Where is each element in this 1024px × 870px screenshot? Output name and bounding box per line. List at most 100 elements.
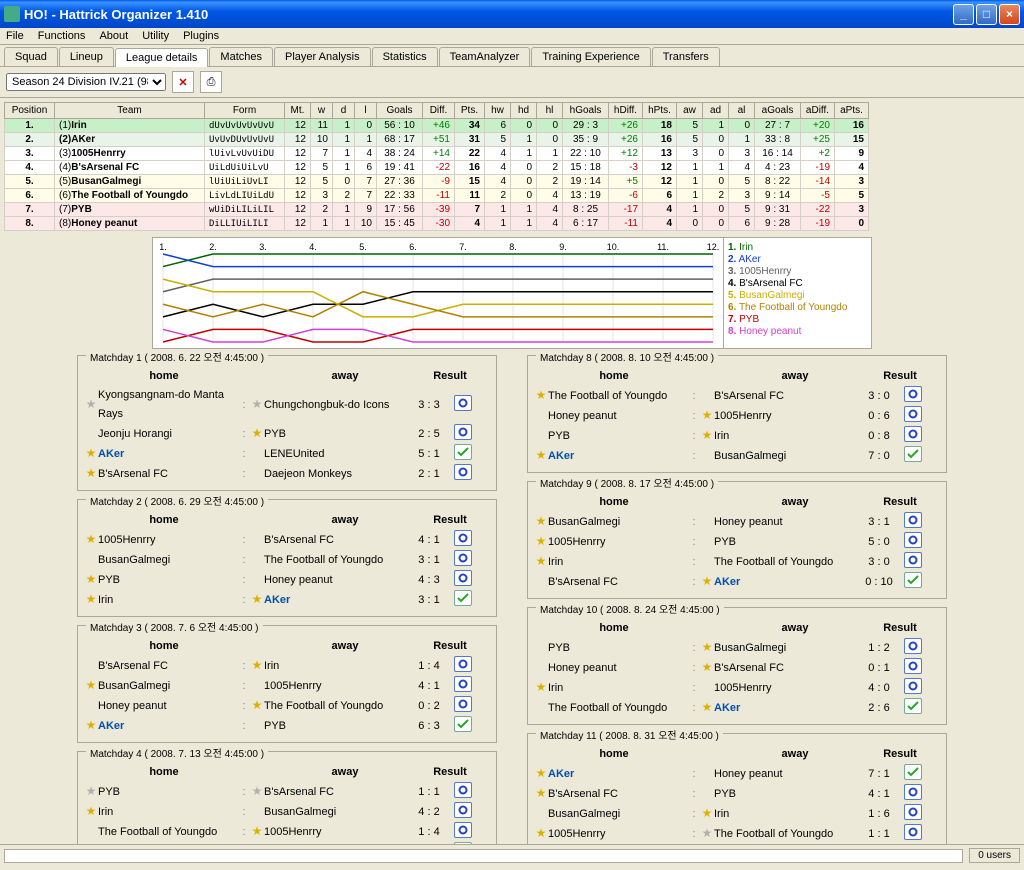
- tab-lineup[interactable]: Lineup: [59, 47, 114, 66]
- away-team: LENEUnited: [264, 445, 404, 464]
- delete-button[interactable]: ✕: [172, 71, 194, 93]
- match-row: ★ Irin : BusanGalmegi 4 : 2: [84, 802, 490, 822]
- result-circle-icon[interactable]: [904, 426, 922, 442]
- away-team: AKer: [714, 699, 854, 718]
- result-circle-icon[interactable]: [454, 550, 472, 566]
- th-aPts.[interactable]: aPts.: [835, 103, 869, 119]
- away-team: Honey peanut: [264, 571, 404, 590]
- th-hw[interactable]: hw: [485, 103, 511, 119]
- tab-player-analysis[interactable]: Player Analysis: [274, 47, 371, 66]
- th-aDiff.[interactable]: aDiff.: [801, 103, 835, 119]
- table-row[interactable]: 1. (1)Irin dUvUvUvUvUvU 121110 56 : 10+4…: [5, 119, 869, 133]
- result-circle-icon[interactable]: [904, 552, 922, 568]
- result-check-icon[interactable]: [904, 698, 922, 714]
- matchday-title: Matchday 10 ( 2008. 8. 24 오전 4:45:00 ): [536, 601, 724, 616]
- result-circle-icon[interactable]: [904, 406, 922, 422]
- result-circle-icon[interactable]: [454, 822, 472, 838]
- result-circle-icon[interactable]: [454, 782, 472, 798]
- result-circle-icon[interactable]: [454, 464, 472, 480]
- result-circle-icon[interactable]: [454, 530, 472, 546]
- maximize-button[interactable]: □: [976, 4, 997, 25]
- result-circle-icon[interactable]: [454, 676, 472, 692]
- position-chart: 1.2.3.4.5.6.7.8.9.10.11.12. 1. Irin2. AK…: [152, 237, 872, 349]
- th-Diff.[interactable]: Diff.: [423, 103, 455, 119]
- season-select[interactable]: Season 24 Division IV.21 (98152): [6, 73, 166, 91]
- table-row[interactable]: 2. (2)AKer UvUvDUvUvUvU 121011 68 : 17+5…: [5, 133, 869, 147]
- th-aw[interactable]: aw: [677, 103, 703, 119]
- table-row[interactable]: 6. (6)The Football of Youngdo LivLdLIUiL…: [5, 189, 869, 203]
- result-check-icon[interactable]: [904, 446, 922, 462]
- th-Team[interactable]: Team: [55, 103, 205, 119]
- match-row: Honey peanut : ★ The Football of Youngdo…: [84, 696, 490, 716]
- th-d[interactable]: d: [333, 103, 355, 119]
- result-circle-icon[interactable]: [454, 424, 472, 440]
- home-team: B'sArsenal FC: [98, 465, 238, 484]
- result-circle-icon[interactable]: [454, 696, 472, 712]
- result-circle-icon[interactable]: [904, 804, 922, 820]
- th-hl[interactable]: hl: [537, 103, 563, 119]
- score: 3 : 0: [854, 553, 904, 572]
- result-circle-icon[interactable]: [454, 570, 472, 586]
- tab-statistics[interactable]: Statistics: [372, 47, 438, 66]
- th-hDiff.[interactable]: hDiff.: [609, 103, 643, 119]
- th-l[interactable]: l: [355, 103, 377, 119]
- result-check-icon[interactable]: [454, 842, 472, 844]
- th-aGoals[interactable]: aGoals: [755, 103, 801, 119]
- result-circle-icon[interactable]: [904, 386, 922, 402]
- th-hPts.[interactable]: hPts.: [643, 103, 677, 119]
- tab-squad[interactable]: Squad: [4, 47, 58, 66]
- result-check-icon[interactable]: [904, 764, 922, 780]
- th-Pts.[interactable]: Pts.: [455, 103, 485, 119]
- result-check-icon[interactable]: [454, 716, 472, 732]
- table-row[interactable]: 3. (3)1005Henrry lUivLvUvUiDU 12714 38 :…: [5, 147, 869, 161]
- table-row[interactable]: 8. (8)Honey peanut DiLLIUiLILI 121110 15…: [5, 217, 869, 231]
- tab-training-experience[interactable]: Training Experience: [531, 47, 650, 66]
- result-check-icon[interactable]: [454, 444, 472, 460]
- result-circle-icon[interactable]: [454, 802, 472, 818]
- tab-matches[interactable]: Matches: [209, 47, 273, 66]
- tab-league-details[interactable]: League details: [115, 48, 209, 67]
- table-row[interactable]: 5. (5)BusanGalmegi lUiUiLiUvLI 12507 27 …: [5, 175, 869, 189]
- home-team: Honey peanut: [548, 407, 688, 426]
- table-row[interactable]: 4. (4)B'sArsenal FC UiLdUiUiLvU 12516 19…: [5, 161, 869, 175]
- th-hd[interactable]: hd: [511, 103, 537, 119]
- result-check-icon[interactable]: [904, 572, 922, 588]
- result-circle-icon[interactable]: [904, 512, 922, 528]
- away-team: The Football of Youngdo: [714, 553, 854, 572]
- th-ad[interactable]: ad: [703, 103, 729, 119]
- matchday-title: Matchday 4 ( 2008. 7. 13 오전 4:45:00 ): [86, 745, 268, 760]
- th-Position[interactable]: Position: [5, 103, 55, 119]
- away-team: 1005Henrry: [714, 407, 854, 426]
- th-Goals[interactable]: Goals: [377, 103, 423, 119]
- tab-transfers[interactable]: Transfers: [652, 47, 720, 66]
- score: 7 : 1: [854, 765, 904, 784]
- menu-about[interactable]: About: [99, 30, 128, 42]
- matchday: Matchday 9 ( 2008. 8. 17 오전 4:45:00 ) ho…: [527, 481, 947, 599]
- result-circle-icon[interactable]: [904, 784, 922, 800]
- tab-teamanalyzer[interactable]: TeamAnalyzer: [439, 47, 531, 66]
- result-check-icon[interactable]: [454, 590, 472, 606]
- result-circle-icon[interactable]: [454, 395, 472, 411]
- result-circle-icon[interactable]: [904, 824, 922, 840]
- menu-plugins[interactable]: Plugins: [183, 30, 219, 42]
- result-circle-icon[interactable]: [904, 638, 922, 654]
- th-al[interactable]: al: [729, 103, 755, 119]
- th-Mt.[interactable]: Mt.: [285, 103, 311, 119]
- home-team: B'sArsenal FC: [98, 657, 238, 676]
- minimize-button[interactable]: _: [953, 4, 974, 25]
- th-w[interactable]: w: [311, 103, 333, 119]
- home-team: BusanGalmegi: [98, 551, 238, 570]
- result-circle-icon[interactable]: [904, 658, 922, 674]
- result-circle-icon[interactable]: [454, 656, 472, 672]
- result-circle-icon[interactable]: [904, 532, 922, 548]
- menu-file[interactable]: File: [6, 30, 24, 42]
- menu-utility[interactable]: Utility: [142, 30, 169, 42]
- result-circle-icon[interactable]: [904, 678, 922, 694]
- th-Form[interactable]: Form: [205, 103, 285, 119]
- print-button[interactable]: ⎙: [200, 71, 222, 93]
- th-hGoals[interactable]: hGoals: [563, 103, 609, 119]
- match-row: The Football of Youngdo : ★ AKer 2 : 6: [534, 698, 940, 718]
- menu-functions[interactable]: Functions: [38, 30, 86, 42]
- close-button[interactable]: ×: [999, 4, 1020, 25]
- table-row[interactable]: 7. (7)PYB wUiDiLILiLIL 12219 17 : 56-397…: [5, 203, 869, 217]
